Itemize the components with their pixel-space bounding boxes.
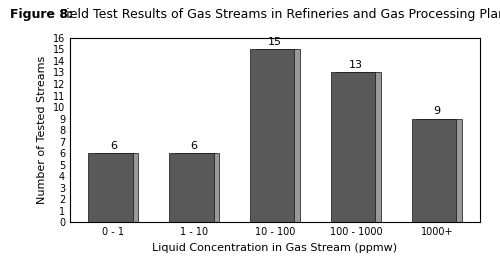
- Text: 13: 13: [349, 60, 363, 70]
- Bar: [256, 49, 300, 222]
- Text: Figure 8:: Figure 8:: [10, 8, 73, 21]
- Bar: [336, 72, 381, 222]
- Bar: [88, 153, 132, 222]
- Text: 9: 9: [433, 106, 440, 116]
- Bar: [169, 153, 214, 222]
- Bar: [331, 72, 376, 222]
- Bar: [250, 49, 294, 222]
- Bar: [94, 153, 138, 222]
- Bar: [412, 119, 456, 222]
- Text: Field Test Results of Gas Streams in Refineries and Gas Processing Plants: Field Test Results of Gas Streams in Ref…: [56, 8, 500, 21]
- Text: 6: 6: [190, 141, 198, 151]
- Bar: [174, 153, 219, 222]
- Text: 15: 15: [268, 37, 282, 47]
- X-axis label: Liquid Concentration in Gas Stream (ppmw): Liquid Concentration in Gas Stream (ppmw…: [152, 243, 398, 253]
- Text: 6: 6: [110, 141, 117, 151]
- Y-axis label: Number of Tested Streams: Number of Tested Streams: [37, 56, 47, 204]
- Bar: [418, 119, 462, 222]
